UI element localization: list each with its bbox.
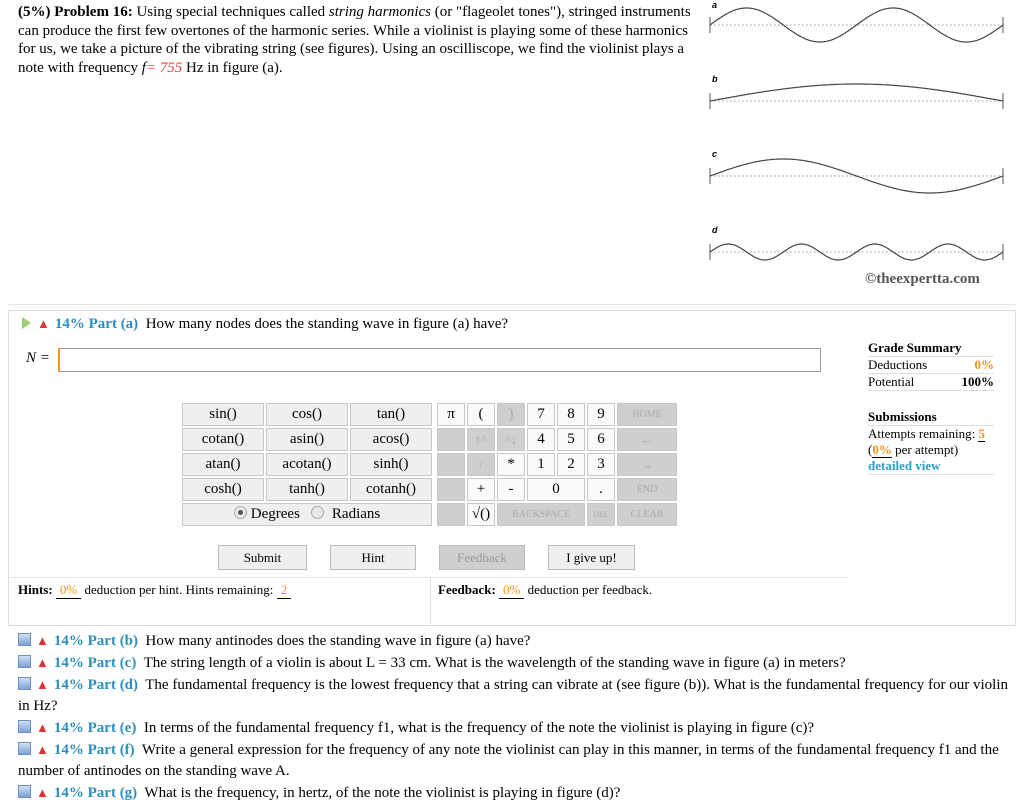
grade-summary: Grade Summary Deductions 0% Potential 100%… (868, 340, 994, 475)
key-backspace: BACKSPACE (497, 503, 585, 526)
key-dot[interactable]: . (587, 478, 615, 501)
part-a-panel (8, 310, 1016, 626)
key-home: HOME (617, 403, 677, 426)
key-multiply[interactable]: * (497, 453, 525, 476)
divider (8, 304, 1016, 305)
expand-icon[interactable] (18, 655, 31, 668)
key-function[interactable]: cotan() (182, 428, 264, 451)
key-function[interactable]: cosh() (182, 478, 264, 501)
figure-label-b: b (712, 74, 718, 84)
key-blank (437, 503, 465, 526)
wave-diagram (709, 7, 1004, 261)
radio-degrees[interactable] (233, 506, 247, 519)
key-lparen[interactable]: ( (467, 403, 495, 426)
part-item[interactable]: ▲ 14% Part (f) Write a general expression… (18, 739, 1008, 782)
key-4[interactable]: 4 (527, 428, 555, 451)
angle-mode: Degrees Radians (182, 503, 432, 526)
key-function[interactable]: cos() (266, 403, 348, 426)
radio-radians[interactable] (311, 506, 325, 519)
copyright-watermark: ©theexpertta.com (865, 271, 980, 287)
answer-input[interactable] (58, 348, 821, 372)
part-item[interactable]: ▲ 14% Part (e) In terms of the fundamenta… (18, 717, 1008, 739)
key-function[interactable]: tan() (350, 403, 432, 426)
key-5[interactable]: 5 (557, 428, 585, 451)
key-right: → (617, 453, 677, 476)
key-rparen: ) (497, 403, 525, 426)
key-function[interactable]: cotanh() (350, 478, 432, 501)
key-function[interactable]: asin() (266, 428, 348, 451)
figure-label-d: d (712, 225, 718, 235)
warning-icon: ▲ (36, 742, 49, 757)
hint-button[interactable]: Hint (330, 545, 416, 570)
numeric-keypad: π() 7 8 9 HOME ↑^ ^↓ 4 5 6 ← / * 1 2 3 → + -0. END √() BA… (435, 401, 679, 528)
key-0[interactable]: 0 (527, 478, 585, 501)
standing-wave-d (709, 243, 1004, 261)
standing-wave-c (709, 158, 1004, 194)
key-1[interactable]: 1 (527, 453, 555, 476)
feedback-button: Feedback (439, 545, 525, 570)
problem-statement: (5%) Problem 16: Using special technique… (18, 4, 691, 76)
warning-icon: ▲ (36, 720, 49, 735)
figure-label-c: c (712, 149, 718, 159)
key-down: ^↓ (497, 428, 525, 451)
key-function[interactable]: sin() (182, 403, 264, 426)
key-sqrt[interactable]: √() (467, 503, 495, 526)
key-up: ↑^ (467, 428, 495, 451)
key-blank (437, 453, 465, 476)
key-blank (437, 428, 465, 451)
key-3[interactable]: 3 (587, 453, 615, 476)
standing-wave-figures: a b c d (700, 0, 1020, 290)
divider (8, 577, 848, 578)
figure-label-a: a (712, 0, 718, 10)
key-7[interactable]: 7 (527, 403, 555, 426)
function-keypad: sin() cos() tan() cotan() asin() acos() atan()… (180, 401, 434, 528)
key-function[interactable]: acos() (350, 428, 432, 451)
parts-list: ▲ 14% Part (b) How many antinodes does th… (18, 630, 1008, 804)
part-item[interactable]: ▲ 14% Part (b) How many antinodes does th… (18, 630, 1008, 652)
part-item[interactable]: ▲ 14% Part (c) The string length of a vio… (18, 652, 1008, 674)
standing-wave-a (709, 7, 1004, 43)
key-divide: / (467, 453, 495, 476)
standing-wave-b (709, 83, 1004, 102)
submit-button[interactable]: Submit (218, 545, 307, 570)
part-item[interactable]: ▲ 14% Part (d) The fundamental frequency … (18, 674, 1008, 717)
key-end: END (617, 478, 677, 501)
key-function[interactable]: atan() (182, 453, 264, 476)
key-function[interactable]: acotan() (266, 453, 348, 476)
key-9[interactable]: 9 (587, 403, 615, 426)
expand-icon[interactable] (18, 785, 31, 798)
give-up-button[interactable]: I give up! (548, 545, 635, 570)
divider (430, 577, 431, 625)
warning-icon: ▲ (37, 316, 50, 331)
key-minus[interactable]: - (497, 478, 525, 501)
part-item[interactable]: ▲ 14% Part (g) What is the frequency, in … (18, 782, 1008, 804)
warning-icon: ▲ (36, 633, 49, 648)
expand-icon[interactable] (18, 677, 31, 690)
key-clear: CLEAR (617, 503, 677, 526)
expand-icon[interactable] (18, 720, 31, 733)
expand-icon[interactable] (18, 633, 31, 646)
detailed-view-link[interactable]: detailed view (868, 458, 941, 473)
key-function[interactable]: sinh() (350, 453, 432, 476)
key-2[interactable]: 2 (557, 453, 585, 476)
expand-icon[interactable] (18, 742, 31, 755)
key-plus[interactable]: + (467, 478, 495, 501)
key-8[interactable]: 8 (557, 403, 585, 426)
warning-icon: ▲ (36, 677, 49, 692)
warning-icon: ▲ (36, 655, 49, 670)
key-pi[interactable]: π (437, 403, 465, 426)
warning-icon: ▲ (36, 785, 49, 800)
key-6[interactable]: 6 (587, 428, 615, 451)
part-a-header[interactable]: ▲ 14% Part (a) How many nodes does the st… (22, 316, 508, 333)
play-icon (22, 317, 31, 329)
key-blank (437, 478, 465, 501)
key-del: DEL (587, 503, 615, 526)
hints-info: Hints: 0% deduction per hint. Hints rema… (18, 582, 292, 599)
key-left: ← (617, 428, 677, 451)
answer-label: N = (26, 350, 50, 366)
key-function[interactable]: tanh() (266, 478, 348, 501)
feedback-info: Feedback: 0% deduction per feedback. (438, 582, 653, 599)
